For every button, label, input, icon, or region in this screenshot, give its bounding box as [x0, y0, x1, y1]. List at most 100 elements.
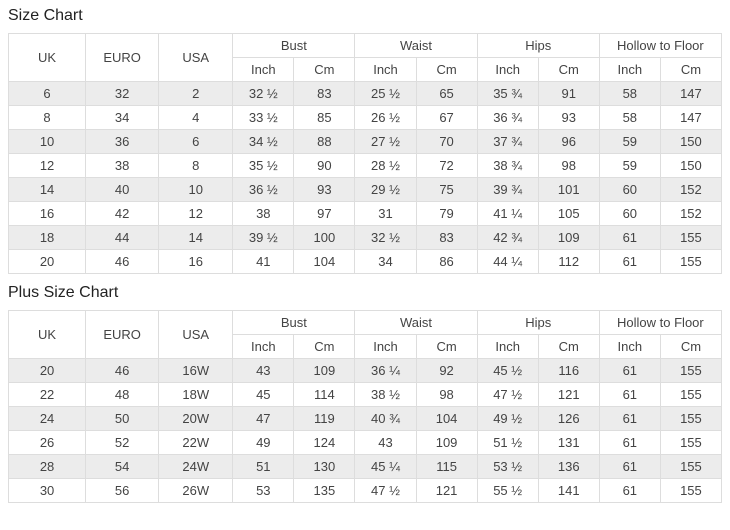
table-cell: 46	[85, 358, 160, 383]
header-group-hollow-to-floor: Hollow to Floor	[598, 310, 723, 335]
table-cell: 121	[537, 382, 600, 407]
table-cell: 47	[232, 406, 295, 431]
table-cell: 60	[598, 201, 661, 226]
table-cell: 39 ½	[232, 225, 295, 250]
table-cell: 109	[537, 225, 600, 250]
table-cell: 36	[85, 129, 160, 154]
header-cell-inch: Inch	[476, 334, 539, 359]
table-cell: 45 ½	[476, 358, 539, 383]
table-cell: 42	[85, 201, 160, 226]
table-cell: 20W	[158, 406, 234, 431]
table-cell: 124	[293, 430, 356, 455]
table-cell: 60	[598, 177, 661, 202]
table-cell: 100	[293, 225, 356, 250]
table-cell: 27 ½	[354, 129, 417, 154]
table-cell: 32 ½	[232, 81, 295, 106]
table-cell: 44	[85, 225, 160, 250]
table-cell: 150	[659, 129, 723, 154]
table-cell: 41	[232, 249, 295, 274]
table-cell: 152	[659, 201, 723, 226]
header-cell-inch: Inch	[354, 57, 417, 82]
table-cell: 34 ½	[232, 129, 295, 154]
table-cell: 141	[537, 478, 600, 503]
table-cell: 61	[598, 478, 661, 503]
table-row: 8 34 4 33 ½ 85 26 ½ 67 36 ¾ 93 58 147	[7, 105, 723, 130]
table-cell: 44 ¼	[476, 249, 539, 274]
table-cell: 61	[598, 454, 661, 479]
table-cell: 38 ¾	[476, 153, 539, 178]
table-row: 16 42 12 38 97 31 79 41 ¼ 105 60 152	[7, 201, 723, 226]
table-cell: 53	[232, 478, 295, 503]
table-cell: 51	[232, 454, 295, 479]
table-row: 20 46 16 41 104 34 86 44 ¼ 112 61 155	[7, 249, 723, 274]
table-cell: 34	[85, 105, 160, 130]
table-cell: 8	[158, 153, 234, 178]
table-cell: 49	[232, 430, 295, 455]
table-cell: 16	[158, 249, 234, 274]
table-cell: 2	[158, 81, 234, 106]
header-group-waist: Waist	[354, 33, 478, 58]
table-cell: 70	[415, 129, 478, 154]
table-row: 20 46 16W 43 109 36 ¼ 92 45 ½ 116 61 155	[7, 358, 723, 383]
table-cell: 16	[7, 201, 87, 226]
table-cell: 65	[415, 81, 478, 106]
header-cell-inch: Inch	[354, 334, 417, 359]
table-cell: 26	[7, 430, 87, 455]
table-cell: 30	[7, 478, 87, 503]
header-group-hips: Hips	[476, 33, 600, 58]
table-cell: 121	[415, 478, 478, 503]
header-cell-uk: UK	[7, 310, 87, 359]
table-row: 12 38 8 35 ½ 90 28 ½ 72 38 ¾ 98 59 150	[7, 153, 723, 178]
table-row: 26 52 22W 49 124 43 109 51 ½ 131 61 155	[7, 430, 723, 455]
table-row: 30 56 26W 53 135 47 ½ 121 55 ½ 141 61 155	[7, 478, 723, 503]
table-cell: 135	[293, 478, 356, 503]
table-cell: 6	[158, 129, 234, 154]
header-group-bust: Bust	[232, 33, 356, 58]
table-cell: 20	[7, 358, 87, 383]
table-cell: 126	[537, 406, 600, 431]
table-cell: 38	[232, 201, 295, 226]
header-group-hollow-to-floor: Hollow to Floor	[598, 33, 723, 58]
header-cell-cm: Cm	[659, 334, 723, 359]
table-cell: 104	[415, 406, 478, 431]
table-cell: 22W	[158, 430, 234, 455]
header-cell-usa: USA	[158, 33, 234, 82]
header-cell-euro: EURO	[85, 33, 160, 82]
table-cell: 12	[158, 201, 234, 226]
table-cell: 104	[293, 249, 356, 274]
plus-size-chart-table: UK EURO USA Bust Waist Hips Hollow to Fl…	[7, 310, 723, 503]
table-cell: 6	[7, 81, 87, 106]
table-cell: 93	[293, 177, 356, 202]
header-row-units: Inch Cm Inch Cm Inch Cm Inch Cm	[9, 57, 723, 82]
table-cell: 109	[293, 358, 356, 383]
table-cell: 61	[598, 406, 661, 431]
table-cell: 36 ½	[232, 177, 295, 202]
table-cell: 114	[293, 382, 356, 407]
table-cell: 52	[85, 430, 160, 455]
table-cell: 26 ½	[354, 105, 417, 130]
table-cell: 112	[537, 249, 600, 274]
header-cell-inch: Inch	[476, 57, 539, 82]
table-cell: 18W	[158, 382, 234, 407]
table-cell: 45	[232, 382, 295, 407]
header-cell-uk: UK	[7, 33, 87, 82]
header-cell-inch: Inch	[232, 334, 295, 359]
table-cell: 61	[598, 358, 661, 383]
table-cell: 48	[85, 382, 160, 407]
table-cell: 79	[415, 201, 478, 226]
table-cell: 54	[85, 454, 160, 479]
table-cell: 42 ¾	[476, 225, 539, 250]
table-cell: 46	[85, 249, 160, 274]
table-cell: 155	[659, 382, 723, 407]
table-cell: 35 ½	[232, 153, 295, 178]
header-cell-euro: EURO	[85, 310, 160, 359]
table-cell: 50	[85, 406, 160, 431]
table-cell: 105	[537, 201, 600, 226]
table-cell: 86	[415, 249, 478, 274]
table-row: 24 50 20W 47 119 40 ¾ 104 49 ½ 126 61 155	[7, 406, 723, 431]
table-cell: 8	[7, 105, 87, 130]
table-cell: 34	[354, 249, 417, 274]
header-row-units: Inch Cm Inch Cm Inch Cm Inch Cm	[9, 334, 723, 359]
header-cell-cm: Cm	[293, 334, 356, 359]
table-cell: 59	[598, 153, 661, 178]
